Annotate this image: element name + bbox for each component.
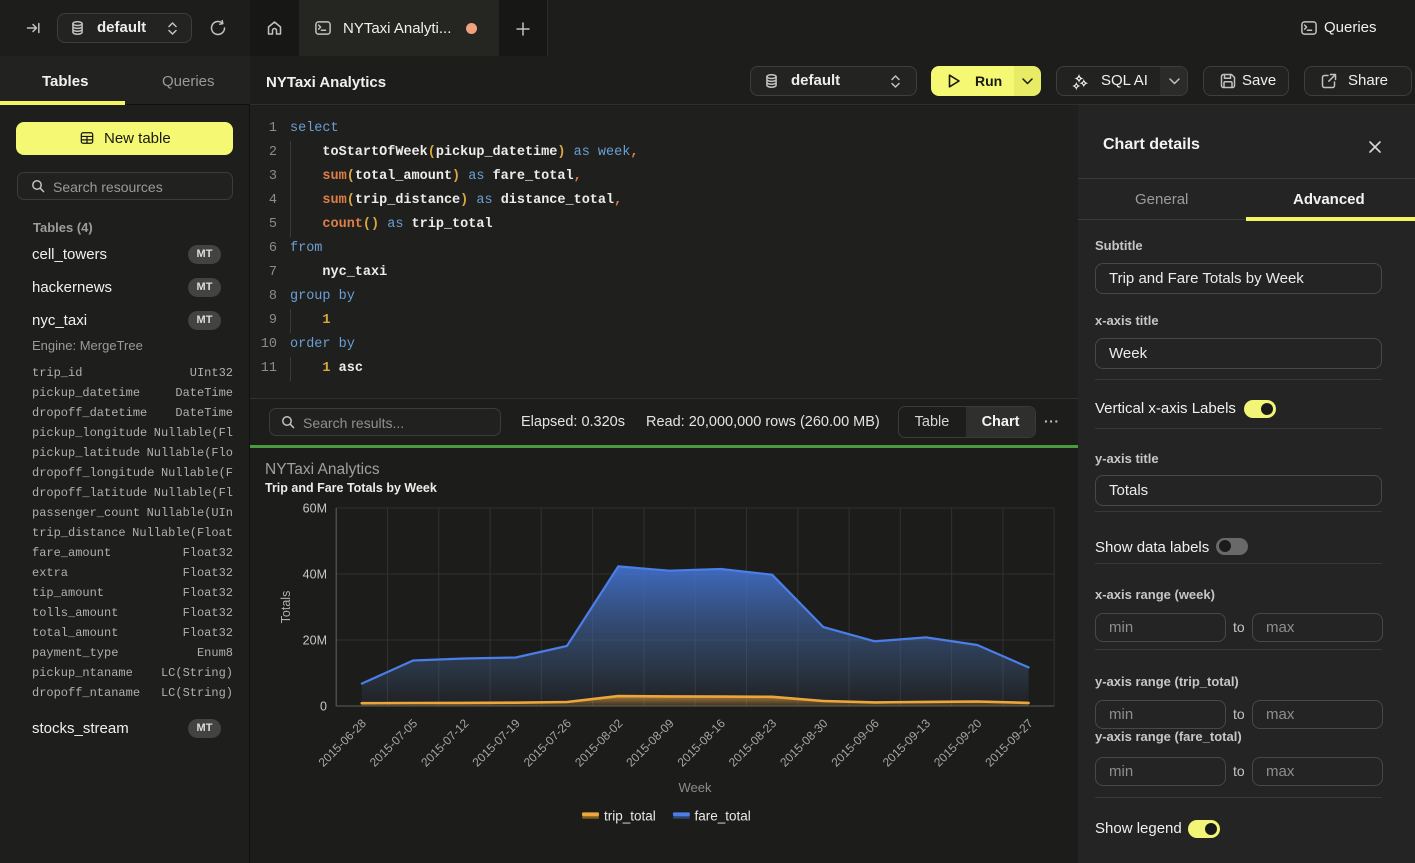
svg-text:2015-09-20: 2015-09-20 (931, 716, 985, 770)
svg-text:fare_total: fare_total (695, 809, 751, 824)
svg-text:60M: 60M (303, 502, 327, 516)
svg-text:2015-08-16: 2015-08-16 (675, 716, 729, 770)
svg-text:Trip and Fare Totals by Week: Trip and Fare Totals by Week (265, 481, 437, 495)
svg-text:20M: 20M (303, 634, 327, 648)
svg-text:2015-07-12: 2015-07-12 (418, 716, 472, 770)
svg-text:2015-08-30: 2015-08-30 (777, 716, 831, 770)
svg-text:Totals: Totals (279, 591, 293, 624)
svg-text:trip_total: trip_total (604, 809, 656, 824)
svg-text:0: 0 (320, 700, 327, 714)
svg-text:2015-06-28: 2015-06-28 (316, 716, 370, 770)
svg-text:Week: Week (679, 780, 712, 795)
svg-text:40M: 40M (303, 568, 327, 582)
svg-text:NYTaxi Analytics: NYTaxi Analytics (265, 461, 380, 478)
svg-text:2015-07-05: 2015-07-05 (367, 716, 421, 770)
svg-text:2015-08-02: 2015-08-02 (572, 716, 626, 770)
svg-text:2015-07-26: 2015-07-26 (521, 716, 575, 770)
svg-text:2015-08-09: 2015-08-09 (623, 716, 677, 770)
svg-text:2015-09-06: 2015-09-06 (829, 716, 883, 770)
svg-text:2015-09-13: 2015-09-13 (880, 716, 934, 770)
svg-text:2015-09-27: 2015-09-27 (982, 716, 1036, 770)
svg-text:2015-07-19: 2015-07-19 (470, 716, 524, 770)
svg-text:2015-08-23: 2015-08-23 (726, 716, 780, 770)
